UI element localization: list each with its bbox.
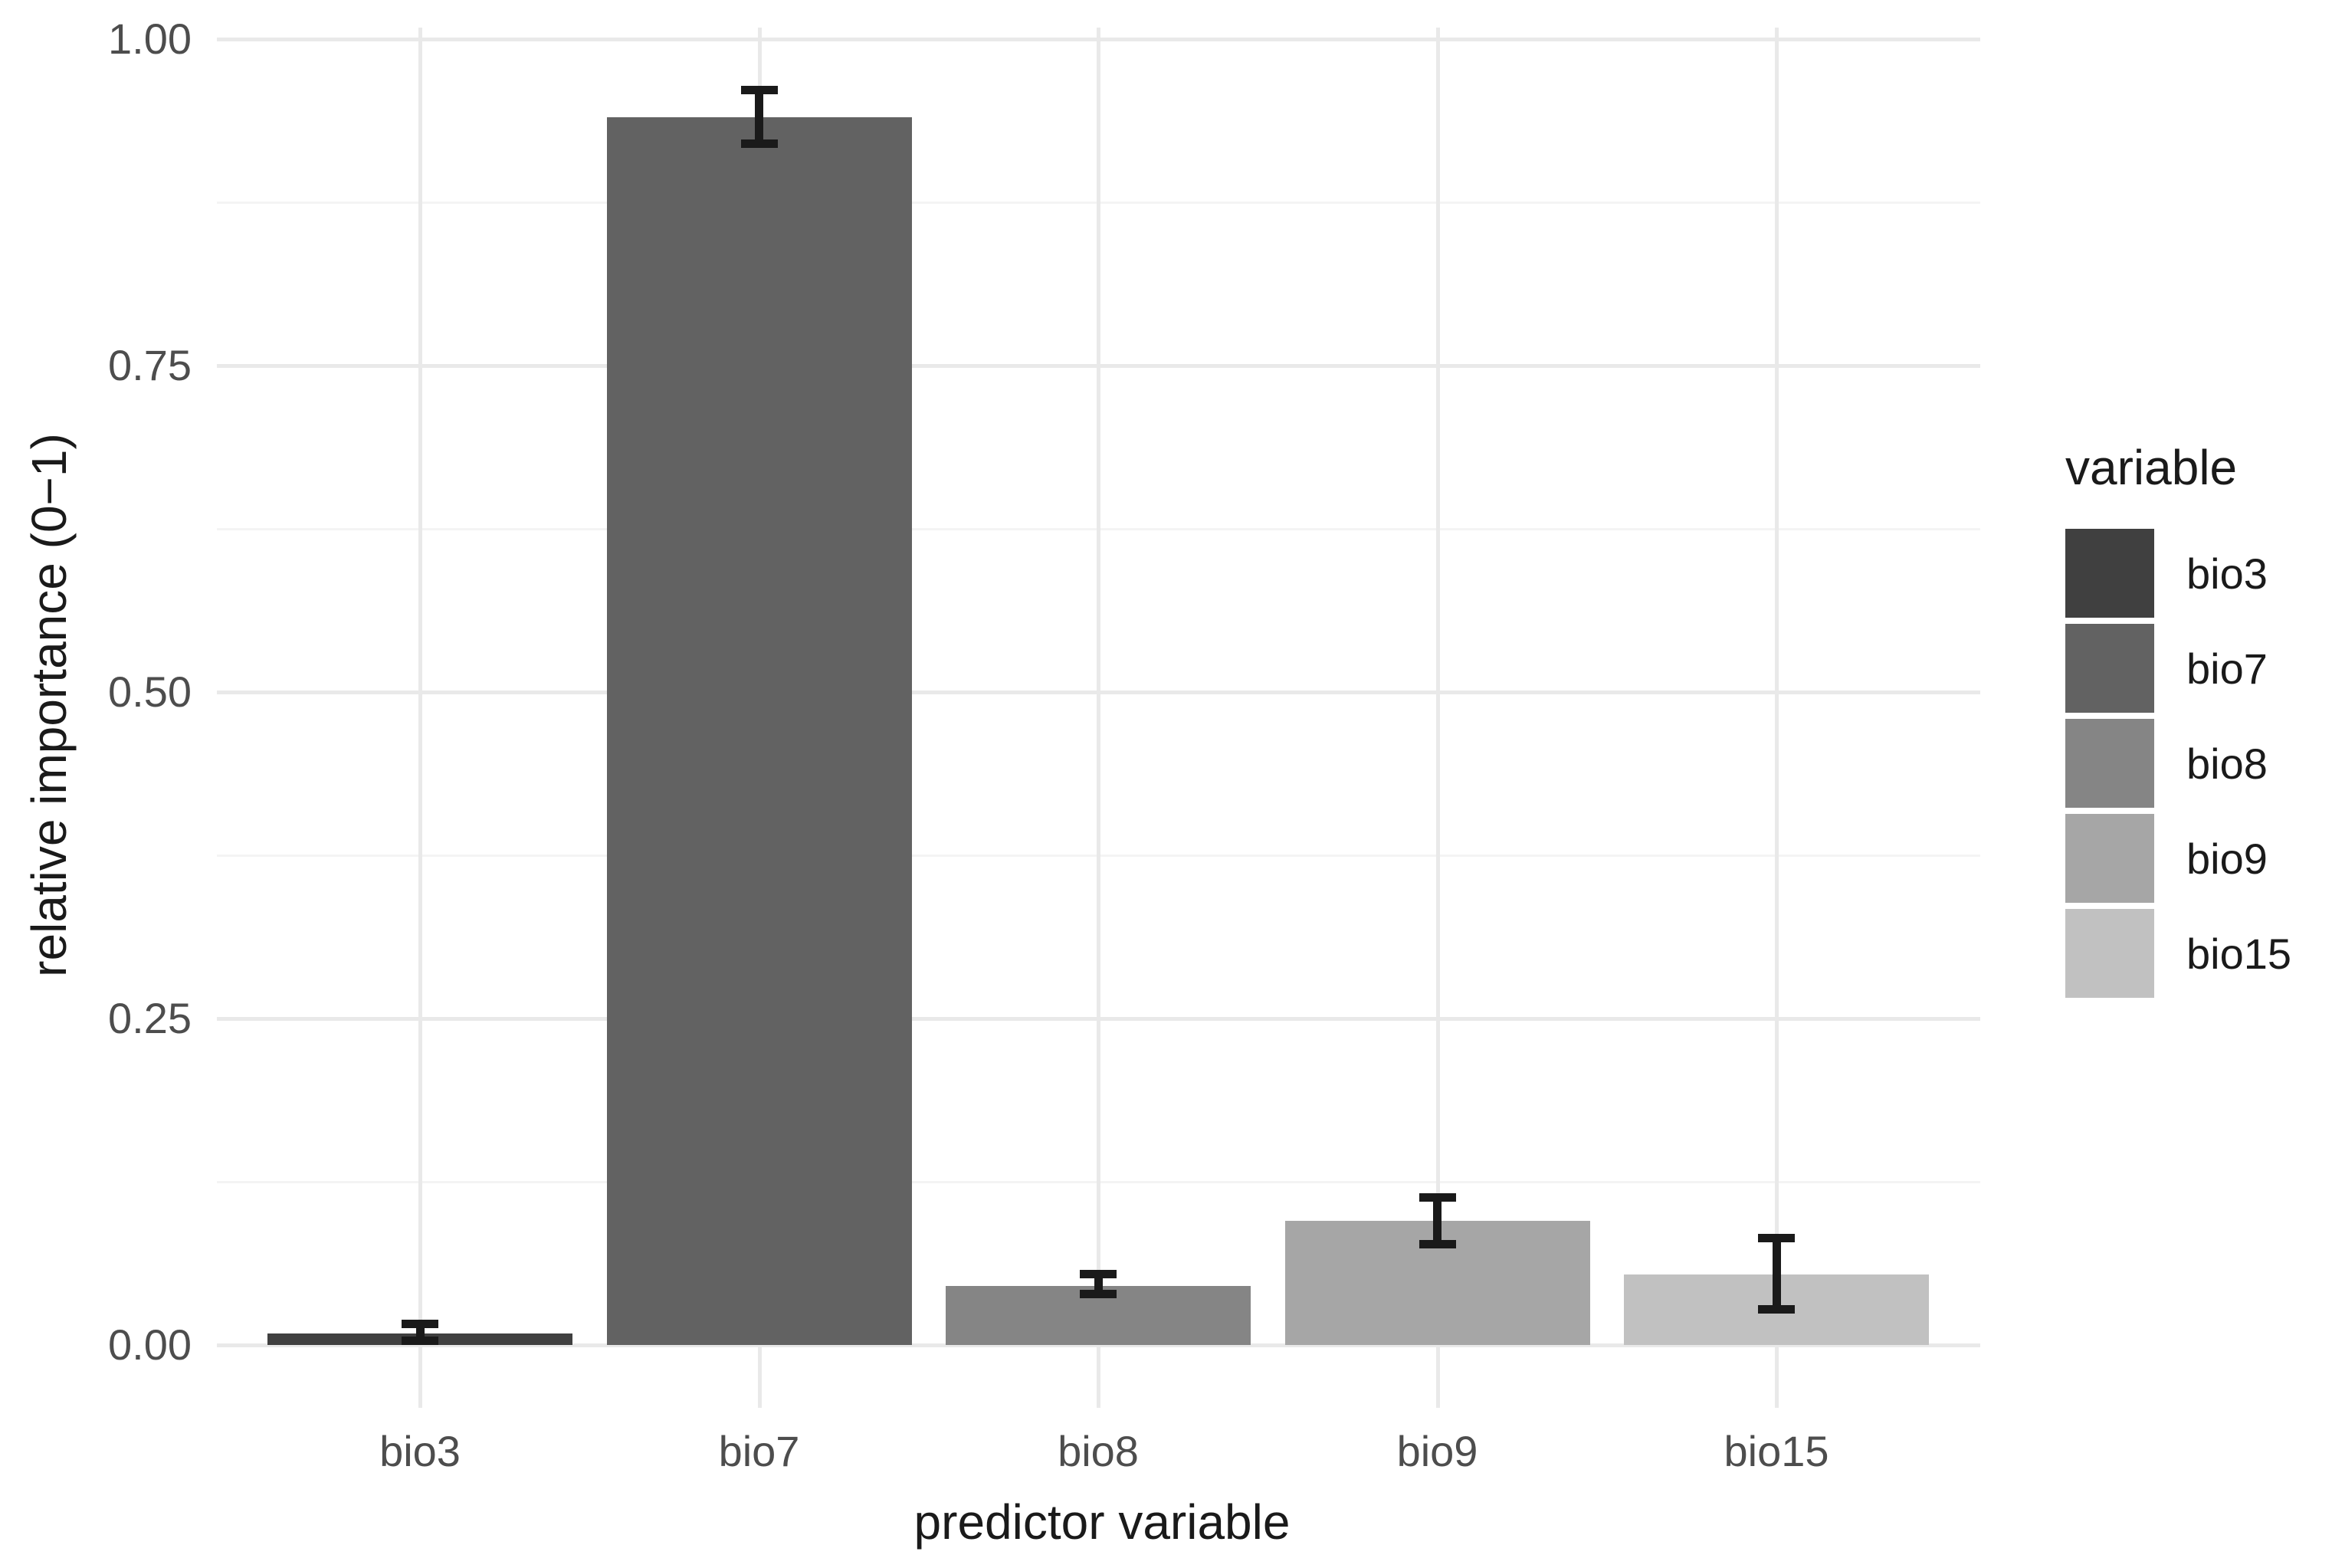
legend-swatch-bio3 [2065, 529, 2154, 618]
vertical-gridline [1435, 28, 1440, 1408]
legend-label: bio9 [2186, 834, 2268, 883]
legend-swatch-bio8 [2065, 719, 2154, 808]
plot-panel [217, 28, 1980, 1408]
x-tick-label: bio15 [1724, 1427, 1829, 1475]
vertical-gridline [418, 28, 422, 1408]
error-bar-cap-bottom [402, 1337, 438, 1346]
legend-label: bio15 [2186, 929, 2292, 978]
error-bar-cap-bottom [1080, 1290, 1117, 1299]
legend-label: bio3 [2186, 549, 2268, 598]
error-bar-cap-bottom [1419, 1240, 1456, 1249]
legend-entry: bio8 [2065, 719, 2291, 808]
legend-swatch-bio9 [2065, 814, 2154, 903]
y-axis-title: relative importance (0−1) [21, 433, 77, 977]
vertical-gridline [1775, 28, 1779, 1408]
error-bar-cap-top [1419, 1192, 1456, 1202]
error-bar-line [415, 1324, 425, 1341]
error-bar-cap-top [1080, 1270, 1117, 1279]
legend-swatch-bio7 [2065, 624, 2154, 713]
legend-entries: bio3 bio7 bio8 bio9 bio15 [2065, 529, 2291, 998]
bar-bio7 [606, 117, 912, 1345]
x-tick-label: bio7 [718, 1427, 800, 1475]
x-axis-title: predictor variable [913, 1494, 1291, 1550]
legend-entry: bio15 [2065, 909, 2291, 998]
legend-entry: bio9 [2065, 814, 2291, 903]
error-bar-line [1433, 1197, 1442, 1245]
error-bar-cap-top [402, 1320, 438, 1329]
y-tick-label: 0.00 [108, 1320, 192, 1369]
y-tick-label: 0.50 [108, 668, 192, 716]
error-bar-cap-top [1758, 1233, 1795, 1242]
vertical-gridline [1097, 28, 1100, 1408]
legend-label: bio8 [2186, 739, 2268, 788]
legend-title: variable [2065, 440, 2238, 495]
x-tick-label: bio3 [379, 1427, 461, 1475]
legend-entry: bio3 [2065, 529, 2291, 618]
legend-swatch-bio15 [2065, 909, 2154, 998]
error-bar-line [1094, 1274, 1103, 1294]
y-tick-label: 1.00 [108, 15, 192, 63]
error-bar-cap-bottom [740, 139, 778, 148]
error-bar-cap-top [740, 85, 778, 94]
legend-label: bio7 [2186, 644, 2268, 693]
y-tick-label: 0.25 [108, 994, 192, 1042]
y-tick-label: 0.75 [108, 341, 192, 389]
legend: variable bio3 bio7 bio8 bio9 bio15 [2065, 441, 2291, 1004]
x-tick-label: bio9 [1396, 1427, 1478, 1475]
error-bar-cap-bottom [1758, 1305, 1795, 1314]
error-bar-line [755, 90, 763, 144]
x-tick-label: bio8 [1058, 1427, 1139, 1475]
error-bar-line [1772, 1238, 1781, 1310]
legend-entry: bio7 [2065, 624, 2291, 713]
